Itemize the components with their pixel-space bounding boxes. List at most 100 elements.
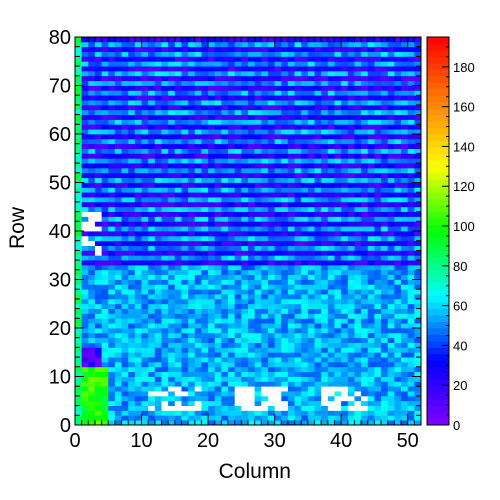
heatmap-cell	[168, 197, 176, 203]
heatmap-cell	[287, 138, 295, 145]
heatmap-cell	[387, 119, 395, 125]
heatmap-cell	[214, 264, 222, 271]
heatmap-cell	[281, 289, 289, 295]
heatmap-cell	[128, 182, 136, 188]
heatmap-cell	[181, 143, 189, 149]
heatmap-cell	[327, 245, 335, 251]
heatmap-cell	[134, 70, 142, 77]
heatmap-cell	[148, 260, 156, 266]
heatmap-cell	[361, 405, 369, 411]
heatmap-cell	[161, 119, 169, 125]
heatmap-cell	[174, 37, 182, 43]
heatmap-cell	[121, 70, 129, 77]
heatmap-cell	[181, 357, 189, 363]
heatmap-cell	[108, 260, 116, 266]
heatmap-cell	[221, 158, 229, 164]
heatmap-cell	[407, 245, 415, 251]
heatmap-cell	[75, 187, 83, 193]
heatmap-cell	[81, 109, 89, 115]
heatmap-cell	[161, 289, 169, 295]
heatmap-cell	[234, 206, 242, 212]
heatmap-cell	[327, 410, 335, 416]
heatmap-cell	[88, 245, 96, 251]
heatmap-cell	[114, 172, 122, 179]
heatmap-cell	[314, 420, 322, 426]
heatmap-cell	[154, 366, 162, 373]
heatmap-cell	[148, 80, 156, 86]
heatmap-cell	[234, 95, 242, 101]
heatmap-cell	[161, 303, 169, 309]
heatmap-cell	[148, 85, 156, 91]
heatmap-cell	[394, 163, 402, 169]
heatmap-cell	[414, 70, 422, 77]
heatmap-cell	[94, 182, 103, 188]
heatmap-cell	[101, 172, 109, 179]
heatmap-cell	[394, 347, 402, 353]
heatmap-cell	[294, 70, 302, 77]
heatmap-cell	[228, 332, 236, 339]
heatmap-cell	[287, 303, 295, 309]
heatmap-cell	[114, 318, 122, 324]
heatmap-cell	[274, 187, 282, 193]
colorbar-segment	[427, 62, 449, 70]
heatmap-cell	[327, 366, 335, 373]
heatmap-cell	[234, 46, 242, 52]
heatmap-cell	[407, 80, 415, 86]
heatmap-cell	[75, 134, 83, 140]
heatmap-cell	[381, 395, 389, 402]
heatmap-cell	[274, 274, 282, 280]
heatmap-cell	[307, 192, 315, 198]
heatmap-cell	[194, 85, 202, 91]
heatmap-cell	[374, 51, 382, 57]
heatmap-cell	[401, 303, 409, 309]
heatmap-cell	[134, 391, 142, 397]
heatmap-cell	[101, 313, 109, 319]
heatmap-cell	[134, 347, 142, 353]
heatmap-cell	[154, 51, 162, 57]
heatmap-cell	[128, 201, 136, 208]
heatmap-cell	[314, 90, 322, 96]
heatmap-cell	[114, 187, 122, 193]
heatmap-cell	[81, 124, 89, 130]
heatmap-cell	[101, 274, 109, 280]
heatmap-cell	[267, 138, 276, 145]
heatmap-cell	[307, 323, 315, 329]
heatmap-cell	[374, 386, 382, 392]
heatmap-cell	[281, 332, 289, 339]
colorbar-segment	[427, 179, 449, 187]
heatmap-cell	[188, 206, 196, 212]
heatmap-cell	[301, 337, 309, 343]
heatmap-cell	[354, 85, 362, 91]
heatmap-cell	[354, 342, 362, 348]
heatmap-cell	[148, 187, 156, 193]
heatmap-cell	[148, 415, 156, 421]
heatmap-cell	[75, 158, 83, 164]
heatmap-cell	[307, 294, 315, 300]
heatmap-cell	[347, 221, 355, 227]
heatmap-cell	[334, 405, 342, 411]
heatmap-cell	[307, 95, 315, 101]
heatmap-cell	[274, 134, 282, 140]
heatmap-cell	[134, 66, 142, 72]
heatmap-cell	[101, 197, 109, 203]
heatmap-cell	[361, 318, 369, 324]
heatmap-cell	[287, 328, 295, 334]
heatmap-cell	[307, 308, 315, 314]
heatmap-cell	[274, 129, 282, 135]
heatmap-cell	[108, 298, 116, 305]
heatmap-cell	[221, 298, 229, 305]
heatmap-cell	[327, 134, 335, 140]
heatmap-cell	[361, 371, 369, 377]
heatmap-cell	[121, 366, 129, 373]
heatmap-cell	[301, 328, 309, 334]
heatmap-cell	[81, 357, 89, 363]
heatmap-cell	[261, 124, 269, 130]
heatmap-cell	[75, 221, 83, 227]
heatmap-cell	[214, 216, 222, 222]
heatmap-cell	[81, 138, 89, 145]
heatmap-cell	[274, 119, 282, 125]
heatmap-cell	[214, 352, 222, 358]
heatmap-cell	[141, 366, 149, 373]
heatmap-cell	[407, 381, 415, 387]
heatmap-cell	[88, 192, 96, 198]
